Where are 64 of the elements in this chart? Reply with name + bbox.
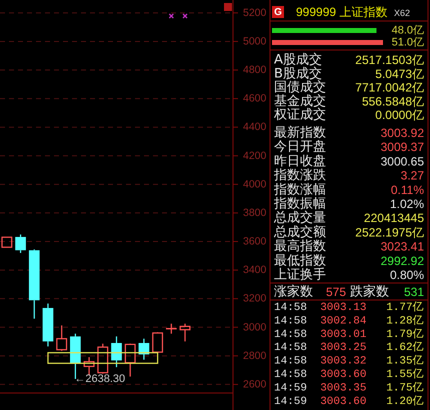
y-tick-label: 4600 (243, 92, 267, 105)
text: 0.0000亿 (375, 108, 424, 122)
text: 指数涨幅 (273, 182, 326, 198)
text: 14:58 3003.25 1.62亿 (274, 342, 424, 354)
y-tick-label: 2800 (243, 350, 267, 362)
text: 7717.0042亿 (355, 80, 424, 94)
data-label: 48.0亿 (392, 24, 424, 36)
text: 指数振幅 (273, 196, 326, 212)
text: 0.80% (390, 268, 424, 282)
text: 3009.37 (380, 140, 424, 154)
text: 575 (326, 285, 346, 299)
text: 最新指数 (274, 126, 326, 140)
text: 3023.41 (380, 240, 424, 254)
text: 今日开盘 (274, 140, 326, 155)
text: 指数涨跌 (273, 168, 326, 184)
text: 531 (404, 285, 424, 299)
text: 556.5848亿 (362, 94, 424, 108)
text: 14:58 3002.84 1.28亿 (274, 315, 424, 328)
y-tick-label: 4000 (243, 178, 267, 190)
text: 14:58 3003.01 1.79亿 (274, 328, 424, 341)
y-tick-label: 2600 (243, 378, 267, 390)
chart-title: 999999 上证指数 (296, 5, 388, 19)
text: 5.0473亿 (375, 66, 424, 81)
text: 基金成交 (274, 92, 326, 109)
y-tick-label: 5200 (243, 6, 267, 19)
text: 3.27 (400, 168, 424, 183)
text: 2992.92 (380, 254, 424, 268)
data-label: 51.0亿 (392, 36, 424, 48)
text: 最高指数 (274, 238, 326, 254)
y-tick-label: 4200 (243, 150, 267, 162)
text: 1.02% (390, 197, 424, 211)
text: X62 (394, 8, 410, 18)
text: 2517.1503亿 (355, 53, 424, 67)
y-tick-label: 3600 (243, 236, 267, 248)
badge: G (272, 6, 284, 18)
text: 国债成交 (274, 79, 326, 95)
text: 0.11% (390, 182, 424, 197)
text: 220413445 (364, 211, 424, 226)
text: 昨日收盘 (274, 154, 326, 169)
text: 3000.65 (380, 154, 424, 168)
y-tick-label: 3000 (243, 321, 267, 334)
text: 总成交额 (273, 224, 326, 240)
y-tick-label: 4400 (243, 121, 267, 134)
text: 14:58 3003.32 1.35亿 (274, 356, 424, 368)
y-tick-label: 4800 (243, 64, 267, 76)
text: 14:58 3003.13 1.77亿 (274, 302, 424, 314)
y-tick-label: 3800 (243, 206, 267, 219)
text: 14:58 3003.60 1.55亿 (274, 369, 424, 381)
text: 14:59 3003.35 1.75亿 (274, 382, 424, 394)
text: 2522.1975亿 (355, 225, 424, 240)
text: B股成交 (274, 65, 322, 82)
y-tick-label: 3400 (243, 264, 267, 276)
text: 跌家数 (350, 284, 389, 300)
text: A股成交 (274, 52, 322, 68)
text: 3003.92 (380, 126, 424, 140)
y-tick-label: 5000 (243, 35, 267, 48)
text: 14:59 3003.60 1.20亿 (274, 396, 424, 408)
annotation: ←2638.30 (74, 372, 126, 385)
text: 权证成交 (273, 106, 326, 122)
y-tick-label: 3200 (243, 292, 267, 305)
text: 上证换手 (274, 268, 326, 282)
text: 涨家数 (274, 284, 313, 300)
text: 最低指数 (274, 253, 326, 268)
text: 总成交量 (273, 210, 326, 226)
